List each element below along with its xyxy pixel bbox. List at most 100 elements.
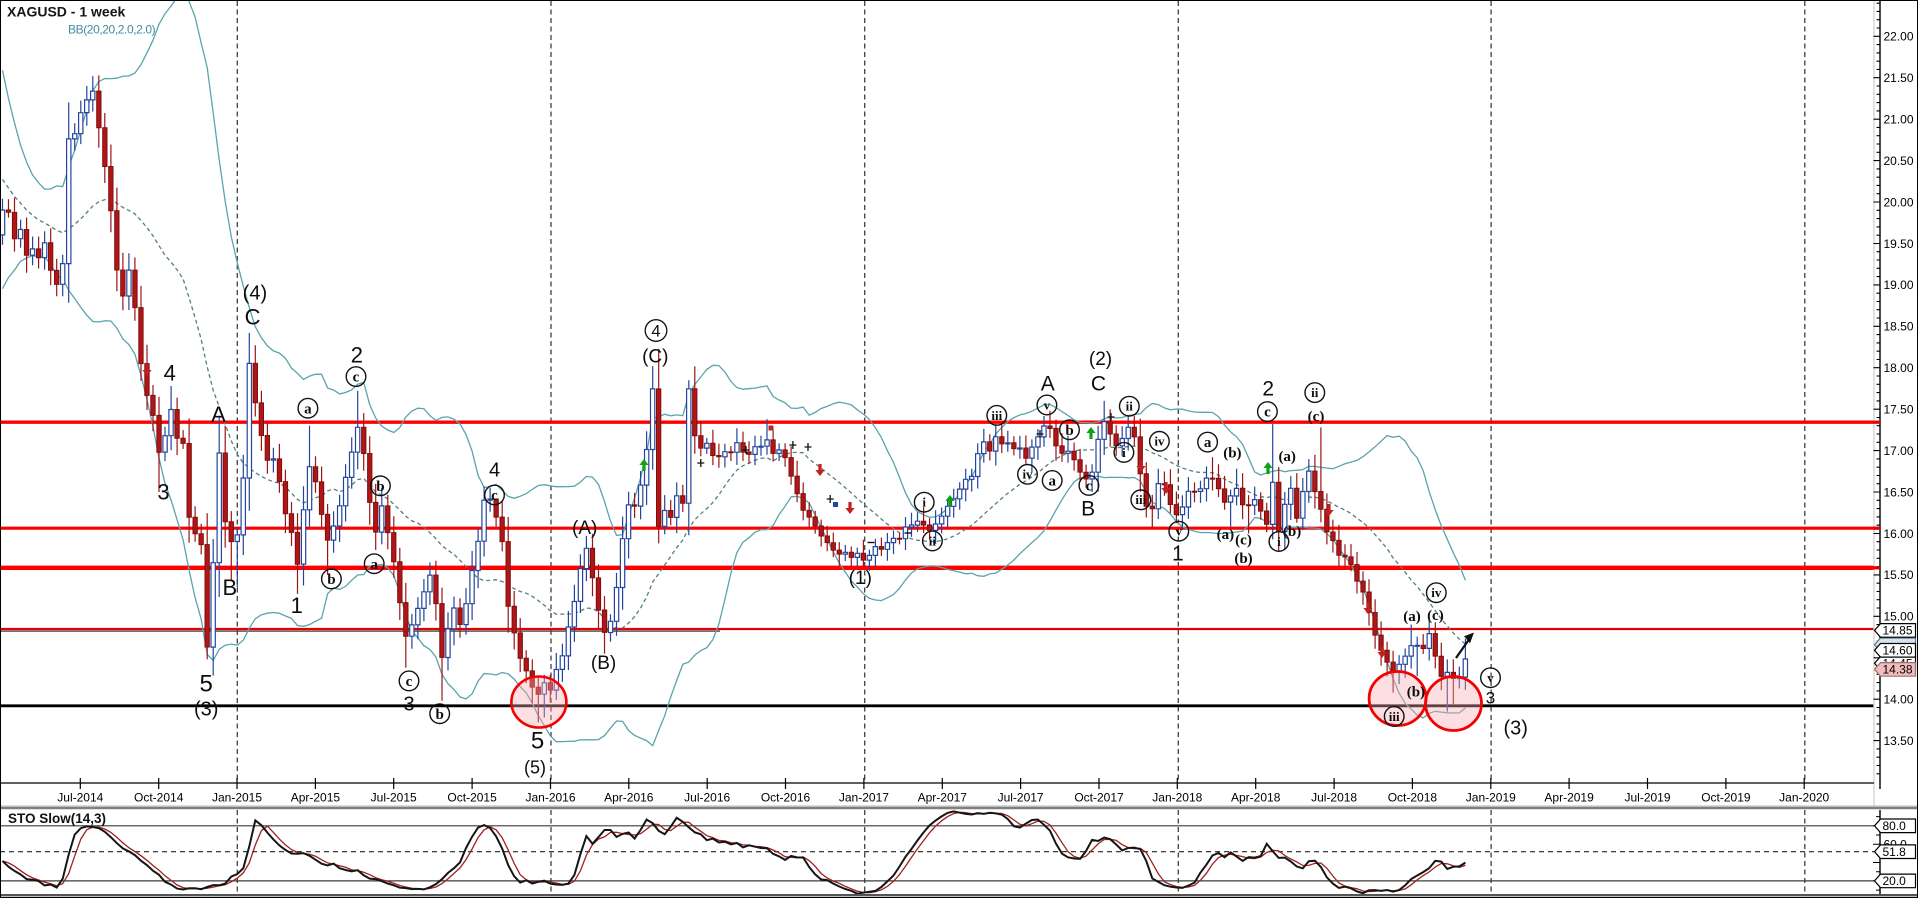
svg-text:b: b [327,572,335,588]
svg-text:(c): (c) [1308,409,1325,425]
svg-text:3: 3 [1486,688,1495,707]
svg-text:(1): (1) [849,568,872,589]
svg-text:Jan-2015: Jan-2015 [212,791,262,805]
svg-text:17.00: 17.00 [1884,444,1914,458]
svg-text:ii: ii [929,533,937,548]
svg-text:19.50: 19.50 [1884,237,1914,251]
svg-text:v: v [1044,397,1051,412]
svg-text:a: a [1048,474,1056,490]
svg-text:Apr-2018: Apr-2018 [1231,791,1281,805]
svg-text:Oct-2014: Oct-2014 [134,791,184,805]
svg-text:16.00: 16.00 [1884,527,1914,541]
svg-text:Jul-2017: Jul-2017 [998,791,1044,805]
svg-text:i: i [1122,445,1126,460]
svg-text:(2): (2) [1089,349,1112,370]
svg-text:(4): (4) [243,283,267,305]
svg-text:c: c [491,488,498,504]
svg-text:(b): (b) [1234,551,1252,567]
svg-text:ii: ii [1126,399,1134,414]
svg-text:Oct-2016: Oct-2016 [761,791,811,805]
svg-text:Jan-2016: Jan-2016 [525,791,575,805]
svg-text:(a): (a) [1403,609,1421,625]
svg-text:3: 3 [157,480,169,505]
svg-text:(b): (b) [1407,684,1425,700]
svg-text:Jan-2020: Jan-2020 [1779,791,1829,805]
svg-text:c: c [1086,479,1093,495]
svg-text:Oct-2018: Oct-2018 [1388,791,1438,805]
svg-text:iii: iii [1135,492,1146,507]
svg-text:15.50: 15.50 [1884,568,1914,582]
svg-text:(C): (C) [642,346,668,367]
svg-text:BB(20,20,2.0,2.0): BB(20,20,2.0,2.0) [68,23,156,37]
svg-text:Apr-2019: Apr-2019 [1544,791,1594,805]
svg-text:5: 5 [531,728,544,755]
svg-text:v: v [1487,670,1494,685]
svg-text:18.50: 18.50 [1884,320,1914,334]
svg-text:Apr-2017: Apr-2017 [918,791,968,805]
svg-text:i: i [922,495,926,510]
svg-text:16.50: 16.50 [1884,485,1914,499]
svg-text:(A): (A) [572,518,597,539]
svg-text:iv: iv [1431,585,1442,600]
svg-text:3: 3 [403,694,414,716]
svg-text:Oct-2015: Oct-2015 [447,791,497,805]
svg-text:1: 1 [291,593,303,618]
svg-text:Jul-2014: Jul-2014 [57,791,103,805]
svg-text:b: b [376,479,384,495]
svg-text:(b): (b) [1283,524,1301,540]
svg-text:20.50: 20.50 [1884,154,1914,168]
svg-text:iv: iv [1154,434,1165,449]
svg-text:iii: iii [991,408,1002,423]
svg-text:a: a [304,401,312,417]
svg-text:2: 2 [351,343,363,368]
svg-text:14.60: 14.60 [1883,644,1913,658]
svg-text:(b): (b) [1223,446,1241,462]
svg-text:17.50: 17.50 [1884,403,1914,417]
svg-text:b: b [436,707,444,723]
svg-text:Jul-2015: Jul-2015 [371,791,417,805]
svg-text:51.8: 51.8 [1883,845,1907,859]
svg-text:(3): (3) [1503,717,1527,739]
svg-text:Jul-2016: Jul-2016 [684,791,730,805]
svg-text:(B): (B) [591,653,616,674]
svg-text:b: b [1065,423,1073,439]
svg-text:c: c [1264,405,1271,421]
svg-text:Oct-2019: Oct-2019 [1701,791,1751,805]
svg-text:c: c [353,370,360,386]
svg-text:iv: iv [1022,467,1033,482]
svg-text:(c): (c) [1235,533,1252,549]
svg-text:2: 2 [1262,377,1274,400]
svg-text:18.00: 18.00 [1884,361,1914,375]
svg-text:(c): (c) [1427,608,1444,624]
svg-text:STO Slow(14,3): STO Slow(14,3) [8,811,106,826]
svg-text:a: a [370,557,378,573]
svg-text:Jan-2019: Jan-2019 [1466,791,1516,805]
svg-text:C: C [245,304,261,329]
svg-text:C: C [1091,372,1106,395]
svg-text:Apr-2015: Apr-2015 [291,791,341,805]
svg-text:B: B [1081,498,1095,521]
svg-text:14.00: 14.00 [1884,693,1914,707]
svg-text:21.00: 21.00 [1884,113,1914,127]
svg-text:a: a [1204,435,1212,451]
svg-text:(3): (3) [194,699,218,721]
svg-text:A: A [1041,372,1055,395]
svg-text:(a): (a) [1217,527,1235,543]
svg-text:Apr-2016: Apr-2016 [604,791,654,805]
svg-text:20.0: 20.0 [1883,874,1907,888]
svg-text:14.38: 14.38 [1883,663,1913,677]
svg-text:v: v [1176,524,1183,539]
svg-text:15.00: 15.00 [1884,610,1914,624]
svg-text:Jul-2018: Jul-2018 [1311,791,1357,805]
svg-text:4: 4 [651,322,660,340]
svg-text:4: 4 [489,460,500,482]
svg-text:XAGUSD - 1 week: XAGUSD - 1 week [7,4,125,20]
svg-text:i: i [1277,534,1281,549]
svg-text:4: 4 [164,360,176,385]
svg-text:5: 5 [200,671,213,698]
svg-text:Oct-2017: Oct-2017 [1074,791,1124,805]
svg-text:ii: ii [1311,385,1319,400]
svg-text:22.00: 22.00 [1884,30,1914,44]
svg-text:13.50: 13.50 [1884,734,1914,748]
svg-text:(a): (a) [1278,449,1296,465]
